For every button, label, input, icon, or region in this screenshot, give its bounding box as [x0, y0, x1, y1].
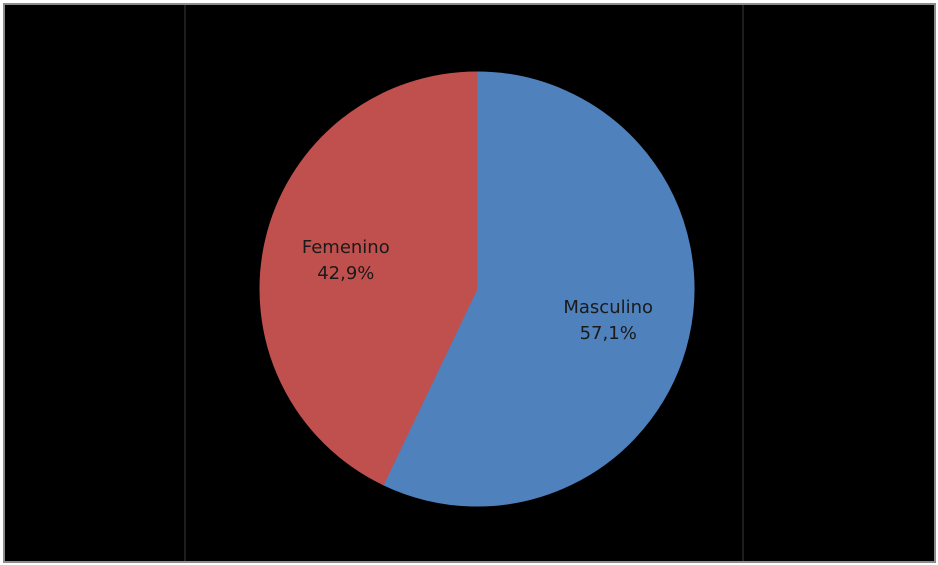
pie-slice-masculino: [382, 71, 695, 507]
pie-labels: Masculino 57,1% Femenino 42,9%: [302, 237, 653, 344]
pie-slice-femenino: [259, 71, 478, 486]
slice-value-masculino: 57,1%: [580, 323, 637, 344]
slice-value-femenino: 42,9%: [317, 263, 374, 284]
pie-chart: Masculino 57,1% Femenino 42,9%: [184, 5, 744, 561]
pie-slices: [259, 71, 695, 507]
slice-label-femenino: Femenino: [302, 237, 390, 258]
chart-area: Masculino 57,1% Femenino 42,9%: [3, 3, 936, 563]
slice-label-masculino: Masculino: [563, 297, 653, 318]
